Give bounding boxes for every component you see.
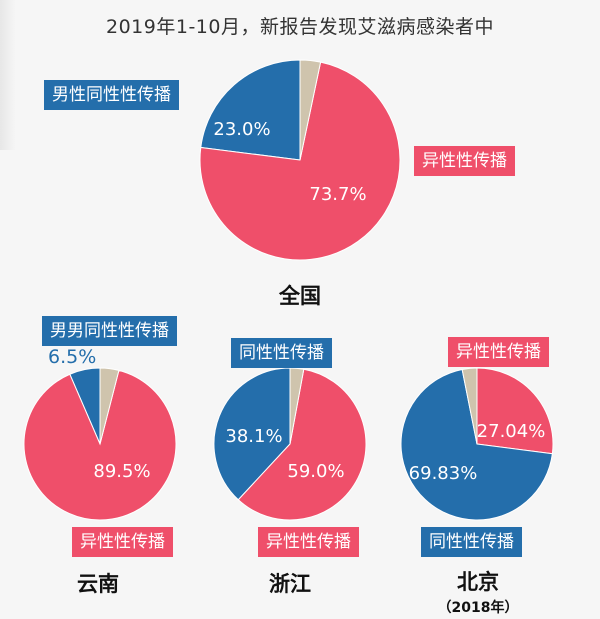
national-homosexual-tag: 男性同性性传播	[44, 80, 179, 110]
beijing-value-label-0: 27.04%	[477, 421, 546, 442]
beijing-slice-1	[400, 368, 553, 521]
yunnan-homosexual-value: 6.5%	[48, 346, 97, 368]
zhejiang-slice-0	[213, 367, 291, 501]
beijing-heterosexual-tag: 异性性传播	[448, 337, 549, 367]
beijing-slice-2	[461, 367, 478, 445]
paper-edge-decoration	[0, 0, 16, 150]
beijing-label: 北京	[457, 570, 499, 594]
zhejiang-value-label-1: 59.0%	[287, 461, 344, 482]
national-heterosexual-tag: 异性性传播	[414, 146, 515, 176]
zhejiang-homosexual-tag: 同性性传播	[231, 338, 332, 368]
zhejiang-slice-1	[237, 368, 367, 521]
national-slice-0	[200, 59, 301, 161]
zhejiang-value-label-0: 38.1%	[225, 426, 282, 447]
yunnan-heterosexual-tag: 异性性传播	[72, 527, 173, 557]
yunnan-slice-2	[99, 367, 120, 445]
zhejiang-pie: 38.1%59.0%	[213, 367, 367, 521]
national-value-label-0: 23.0%	[213, 119, 270, 140]
national-label: 全国	[279, 284, 321, 308]
yunnan-slice-1	[23, 369, 177, 521]
zhejiang-slice-2	[289, 367, 305, 445]
national-slice-1	[199, 61, 401, 261]
beijing-value-label-1: 69.83%	[409, 463, 478, 484]
yunnan-value-label-1: 89.5%	[93, 461, 150, 482]
chart-title: 2019年1-10月，新报告发现艾滋病感染者中	[106, 16, 494, 38]
beijing-year-note: （2018年）	[437, 600, 519, 616]
national-value-label-1: 73.7%	[309, 184, 366, 205]
beijing-slice-0	[476, 367, 554, 455]
beijing-pie: 27.04% 69.83%	[400, 367, 554, 521]
national-pie: 23.0% 73.7%	[199, 59, 401, 261]
national-slice-2	[299, 59, 322, 161]
yunnan-label: 云南	[77, 572, 119, 596]
beijing-homosexual-tag: 同性性传播	[421, 527, 522, 557]
zhejiang-label: 浙江	[269, 572, 311, 596]
zhejiang-heterosexual-tag: 异性性传播	[258, 527, 359, 557]
yunnan-pie: 89.5%	[23, 367, 177, 521]
yunnan-homosexual-tag: 男男同性性传播	[42, 316, 177, 346]
